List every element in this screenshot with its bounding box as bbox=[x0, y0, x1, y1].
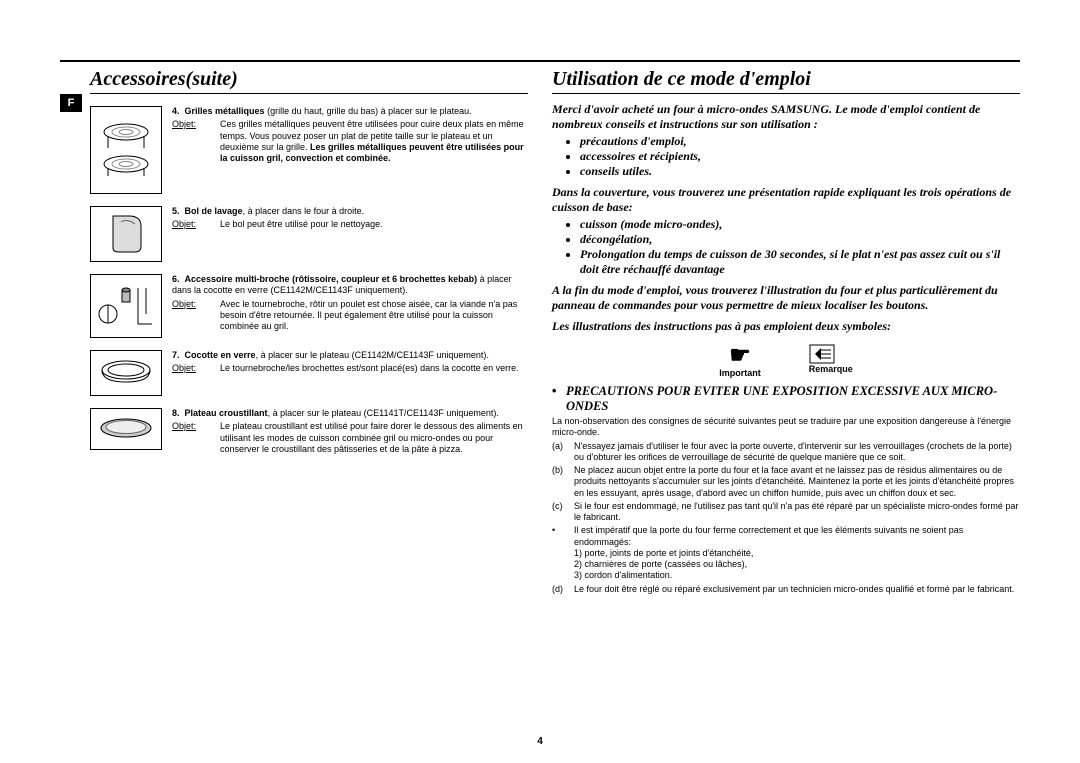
language-badge: F bbox=[60, 94, 82, 112]
accessory-7-text: 7. Cocotte en verre, à placer sur le pla… bbox=[172, 350, 528, 396]
hand-icon: ☛ bbox=[719, 344, 761, 368]
accessory-8-text: 8. Plateau croustillant, à placer sur le… bbox=[172, 408, 528, 455]
accessory-4-text: 4. Grilles métalliques (grille du haut, … bbox=[172, 106, 528, 194]
bowl-icon bbox=[90, 206, 162, 262]
bullet: cuisson (mode micro-ondes), bbox=[580, 217, 1020, 232]
bullet: précautions d'emploi, bbox=[580, 134, 1020, 149]
bullet: accessoires et récipients, bbox=[580, 149, 1020, 164]
left-underline bbox=[90, 93, 528, 94]
accessory-4: 4. Grilles métalliques (grille du haut, … bbox=[90, 106, 528, 194]
sub-3: 3) cordon d'alimentation. bbox=[574, 570, 1020, 581]
prec-a: (a)N'essayez jamais d'utiliser le four a… bbox=[552, 441, 1020, 464]
right-heading: Utilisation de ce mode d'emploi bbox=[552, 68, 1020, 91]
grills-icon bbox=[90, 106, 162, 194]
top-rule bbox=[60, 60, 1020, 62]
accessory-8: 8. Plateau croustillant, à placer sur le… bbox=[90, 408, 528, 455]
intro-2: Dans la couverture, vous trouverez une p… bbox=[552, 185, 1020, 215]
prec-d: (d)Le four doit être réglé ou réparé exc… bbox=[552, 584, 1020, 595]
accessory-5: 5. Bol de lavage, à placer dans le four … bbox=[90, 206, 528, 262]
bullets-2: cuisson (mode micro-ondes), décongélatio… bbox=[580, 217, 1020, 277]
sub-2: 2) charnières de porte (cassées ou lâche… bbox=[574, 559, 1020, 570]
important-symbol: ☛ Important bbox=[719, 344, 761, 378]
important-label: Important bbox=[719, 368, 761, 378]
glass-dish-icon bbox=[90, 350, 162, 396]
accessory-5-text: 5. Bol de lavage, à placer dans le four … bbox=[172, 206, 528, 262]
two-column-layout: F Accessoires(suite) 4. Grilles métalliq… bbox=[60, 64, 1020, 595]
crisp-tray-icon bbox=[90, 408, 162, 450]
bullet: Prolongation du temps de cuisson de 30 s… bbox=[580, 247, 1020, 277]
prec-c: (c)Si le four est endommagé, ne l'utilis… bbox=[552, 501, 1020, 524]
bullet: conseils utiles. bbox=[580, 164, 1020, 179]
rotisserie-icon bbox=[90, 274, 162, 338]
intro-3: A la fin du mode d'emploi, vous trouvere… bbox=[552, 283, 1020, 313]
accessory-6-text: 6. Accessoire multi-broche (rôtissoire, … bbox=[172, 274, 528, 338]
left-heading: Accessoires(suite) bbox=[90, 68, 528, 91]
prec-b: (b)Ne placez aucun objet entre la porte … bbox=[552, 465, 1020, 499]
right-underline bbox=[552, 93, 1020, 94]
precautions-heading: •PRECAUTIONS POUR EVITER UNE EXPOSITION … bbox=[552, 384, 1020, 414]
left-content: Accessoires(suite) 4. Grilles métallique… bbox=[90, 64, 528, 595]
remarque-label: Remarque bbox=[809, 364, 853, 374]
sub-bullet: •Il est impératif que la porte du four f… bbox=[552, 525, 1020, 548]
note-icon bbox=[809, 344, 853, 364]
manual-page: F Accessoires(suite) 4. Grilles métalliq… bbox=[0, 0, 1080, 763]
symbol-row: ☛ Important Remarque bbox=[552, 344, 1020, 378]
sub-1: 1) porte, joints de porte et joints d'ét… bbox=[574, 548, 1020, 559]
bullets-1: précautions d'emploi, accessoires et réc… bbox=[580, 134, 1020, 179]
precautions-intro: La non-observation des consignes de sécu… bbox=[552, 416, 1020, 439]
accessory-7: 7. Cocotte en verre, à placer sur le pla… bbox=[90, 350, 528, 396]
intro-4: Les illustrations des instructions pas à… bbox=[552, 319, 1020, 334]
accessory-6: 6. Accessoire multi-broche (rôtissoire, … bbox=[90, 274, 528, 338]
remarque-symbol: Remarque bbox=[809, 344, 853, 378]
left-column: F Accessoires(suite) 4. Grilles métalliq… bbox=[60, 64, 528, 595]
right-column: Utilisation de ce mode d'emploi Merci d'… bbox=[552, 64, 1020, 595]
lang-strip: F bbox=[60, 64, 82, 595]
intro-1: Merci d'avoir acheté un four à micro-ond… bbox=[552, 102, 1020, 132]
bullet: décongélation, bbox=[580, 232, 1020, 247]
page-number: 4 bbox=[0, 736, 1080, 747]
